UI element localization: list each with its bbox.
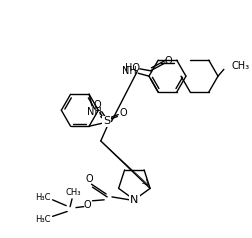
Text: NH: NH xyxy=(122,66,137,76)
Text: O: O xyxy=(164,56,172,66)
Text: O: O xyxy=(84,200,91,210)
Text: O: O xyxy=(86,174,93,184)
Text: NH: NH xyxy=(87,107,101,117)
Text: O: O xyxy=(119,108,127,118)
Text: HO: HO xyxy=(125,63,140,73)
Text: CH₃: CH₃ xyxy=(232,61,250,71)
Text: N: N xyxy=(130,195,139,205)
Text: CH₃: CH₃ xyxy=(65,188,81,197)
Text: O: O xyxy=(93,100,101,110)
Text: S: S xyxy=(103,116,110,126)
Text: H₃C: H₃C xyxy=(35,193,51,202)
Text: H₃C: H₃C xyxy=(35,215,51,224)
